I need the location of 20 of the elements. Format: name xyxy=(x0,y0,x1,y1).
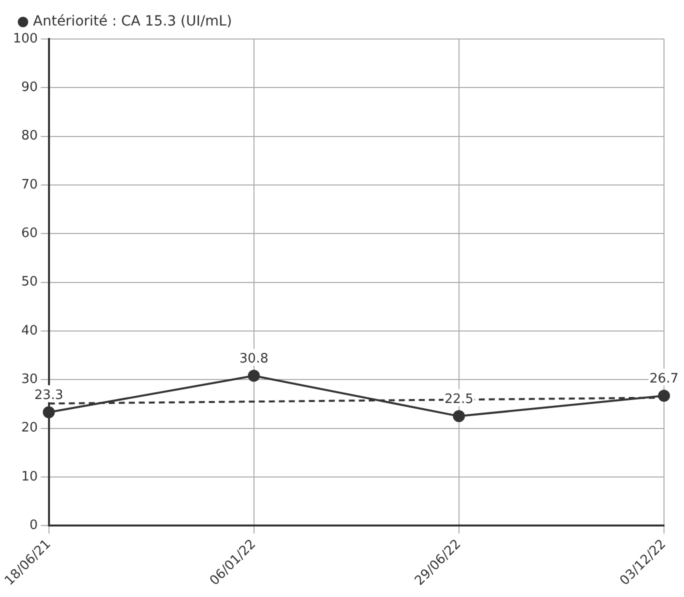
y-tick-label: 0 xyxy=(30,518,38,534)
y-tick-label: 70 xyxy=(21,177,38,192)
y-tick-label: 60 xyxy=(21,226,38,242)
legend-label: Antériorité : CA 15.3 (UI/mL) xyxy=(33,14,232,30)
y-tick-label: 100 xyxy=(12,31,38,46)
point xyxy=(42,406,55,418)
y-tick-label: 20 xyxy=(21,420,38,436)
data-label: 22.5 xyxy=(444,392,474,408)
data-label: 30.8 xyxy=(239,352,268,367)
point xyxy=(248,370,260,382)
data-label: 23.3 xyxy=(34,388,64,404)
point xyxy=(658,390,670,402)
point xyxy=(452,410,465,422)
data-label: 26.7 xyxy=(650,372,678,387)
y-tick-label: 30 xyxy=(21,372,38,388)
y-tick-label: 50 xyxy=(21,274,38,290)
y-tick-label: 10 xyxy=(21,469,38,484)
y-tick-label: 40 xyxy=(21,323,38,338)
y-tick-label: 90 xyxy=(21,80,38,96)
y-tick-label: 80 xyxy=(21,128,38,144)
